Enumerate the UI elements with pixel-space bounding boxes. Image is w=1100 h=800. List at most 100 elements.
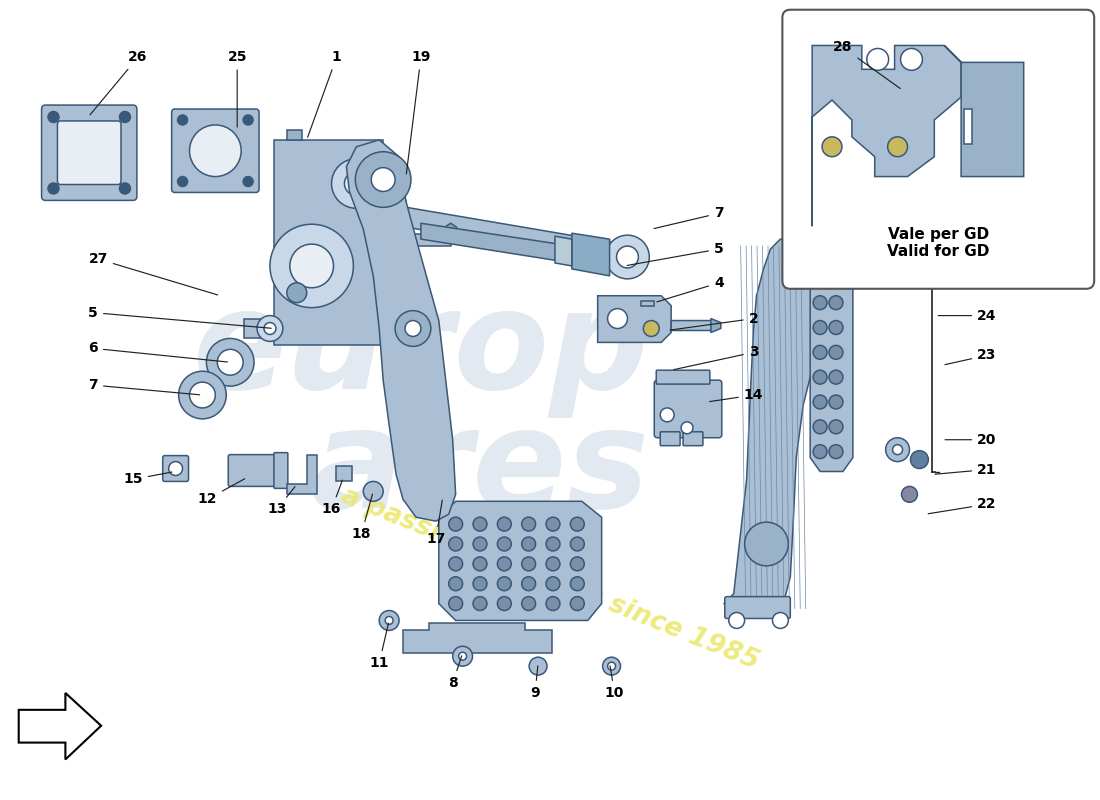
Text: 5: 5 bbox=[627, 242, 724, 266]
Circle shape bbox=[371, 168, 395, 191]
Circle shape bbox=[829, 321, 843, 334]
Text: 12: 12 bbox=[198, 478, 244, 506]
FancyBboxPatch shape bbox=[274, 453, 288, 488]
Circle shape bbox=[888, 137, 907, 157]
Circle shape bbox=[616, 246, 638, 268]
FancyBboxPatch shape bbox=[172, 109, 258, 193]
Circle shape bbox=[813, 395, 827, 409]
Bar bbox=[396, 234, 451, 246]
Text: 17: 17 bbox=[426, 500, 446, 546]
Bar bbox=[964, 109, 972, 144]
Text: 25: 25 bbox=[228, 50, 246, 127]
Circle shape bbox=[660, 408, 674, 422]
Circle shape bbox=[813, 271, 827, 285]
Circle shape bbox=[571, 557, 584, 571]
Circle shape bbox=[644, 321, 659, 337]
Circle shape bbox=[243, 115, 253, 125]
Circle shape bbox=[48, 111, 59, 122]
Circle shape bbox=[911, 450, 928, 469]
Circle shape bbox=[571, 597, 584, 610]
Circle shape bbox=[607, 309, 627, 329]
FancyBboxPatch shape bbox=[782, 10, 1094, 289]
Text: 10: 10 bbox=[605, 666, 624, 700]
Circle shape bbox=[344, 171, 369, 195]
Circle shape bbox=[546, 597, 560, 610]
Circle shape bbox=[270, 224, 353, 308]
Circle shape bbox=[453, 646, 473, 666]
FancyBboxPatch shape bbox=[57, 121, 121, 185]
Polygon shape bbox=[812, 46, 961, 226]
Circle shape bbox=[546, 517, 560, 531]
Circle shape bbox=[813, 445, 827, 458]
Text: 2: 2 bbox=[670, 311, 759, 330]
Polygon shape bbox=[944, 46, 1024, 177]
FancyBboxPatch shape bbox=[654, 380, 722, 438]
Circle shape bbox=[390, 215, 398, 223]
Text: 26: 26 bbox=[90, 50, 147, 115]
Circle shape bbox=[120, 183, 131, 194]
Circle shape bbox=[728, 613, 745, 629]
Circle shape bbox=[449, 577, 463, 590]
Circle shape bbox=[521, 517, 536, 531]
Circle shape bbox=[178, 371, 227, 419]
Polygon shape bbox=[421, 223, 572, 263]
Circle shape bbox=[521, 557, 536, 571]
Circle shape bbox=[390, 232, 398, 240]
Polygon shape bbox=[244, 318, 270, 338]
Text: 23: 23 bbox=[945, 348, 997, 365]
Text: 20: 20 bbox=[945, 433, 997, 446]
Circle shape bbox=[681, 422, 693, 434]
Circle shape bbox=[521, 597, 536, 610]
Circle shape bbox=[405, 321, 421, 337]
Text: 11: 11 bbox=[370, 623, 389, 670]
Circle shape bbox=[189, 125, 241, 177]
Circle shape bbox=[497, 517, 512, 531]
Circle shape bbox=[390, 202, 398, 210]
FancyBboxPatch shape bbox=[42, 105, 136, 200]
Circle shape bbox=[207, 338, 254, 386]
Circle shape bbox=[449, 597, 463, 610]
Text: europ: europ bbox=[192, 283, 649, 418]
FancyBboxPatch shape bbox=[725, 597, 790, 618]
Polygon shape bbox=[597, 296, 671, 342]
Circle shape bbox=[546, 537, 560, 551]
Circle shape bbox=[363, 482, 383, 502]
Text: 16: 16 bbox=[322, 480, 342, 516]
FancyBboxPatch shape bbox=[660, 432, 680, 446]
Circle shape bbox=[379, 610, 399, 630]
Circle shape bbox=[473, 537, 487, 551]
Text: 5: 5 bbox=[88, 306, 272, 328]
Circle shape bbox=[473, 577, 487, 590]
Circle shape bbox=[449, 517, 463, 531]
Circle shape bbox=[355, 152, 411, 207]
Polygon shape bbox=[641, 301, 654, 306]
Circle shape bbox=[497, 557, 512, 571]
Circle shape bbox=[829, 445, 843, 458]
Circle shape bbox=[264, 322, 276, 334]
Circle shape bbox=[546, 577, 560, 590]
Text: 21: 21 bbox=[935, 462, 997, 477]
Circle shape bbox=[497, 577, 512, 590]
Text: 4: 4 bbox=[657, 276, 724, 302]
Polygon shape bbox=[811, 249, 852, 471]
Circle shape bbox=[168, 462, 183, 475]
Text: 3: 3 bbox=[674, 346, 758, 370]
Circle shape bbox=[829, 395, 843, 409]
Text: 27: 27 bbox=[88, 252, 218, 295]
Circle shape bbox=[287, 283, 307, 302]
Polygon shape bbox=[444, 223, 456, 243]
Text: 13: 13 bbox=[267, 486, 295, 516]
Circle shape bbox=[606, 235, 649, 279]
Text: 14: 14 bbox=[710, 388, 763, 402]
Circle shape bbox=[772, 613, 789, 629]
Circle shape bbox=[529, 658, 547, 675]
Circle shape bbox=[289, 244, 333, 288]
Text: 8: 8 bbox=[448, 656, 462, 690]
Circle shape bbox=[120, 111, 131, 122]
Polygon shape bbox=[19, 693, 101, 759]
FancyBboxPatch shape bbox=[657, 370, 710, 384]
Circle shape bbox=[459, 652, 466, 660]
Circle shape bbox=[473, 557, 487, 571]
Circle shape bbox=[218, 350, 243, 375]
Polygon shape bbox=[403, 623, 552, 654]
